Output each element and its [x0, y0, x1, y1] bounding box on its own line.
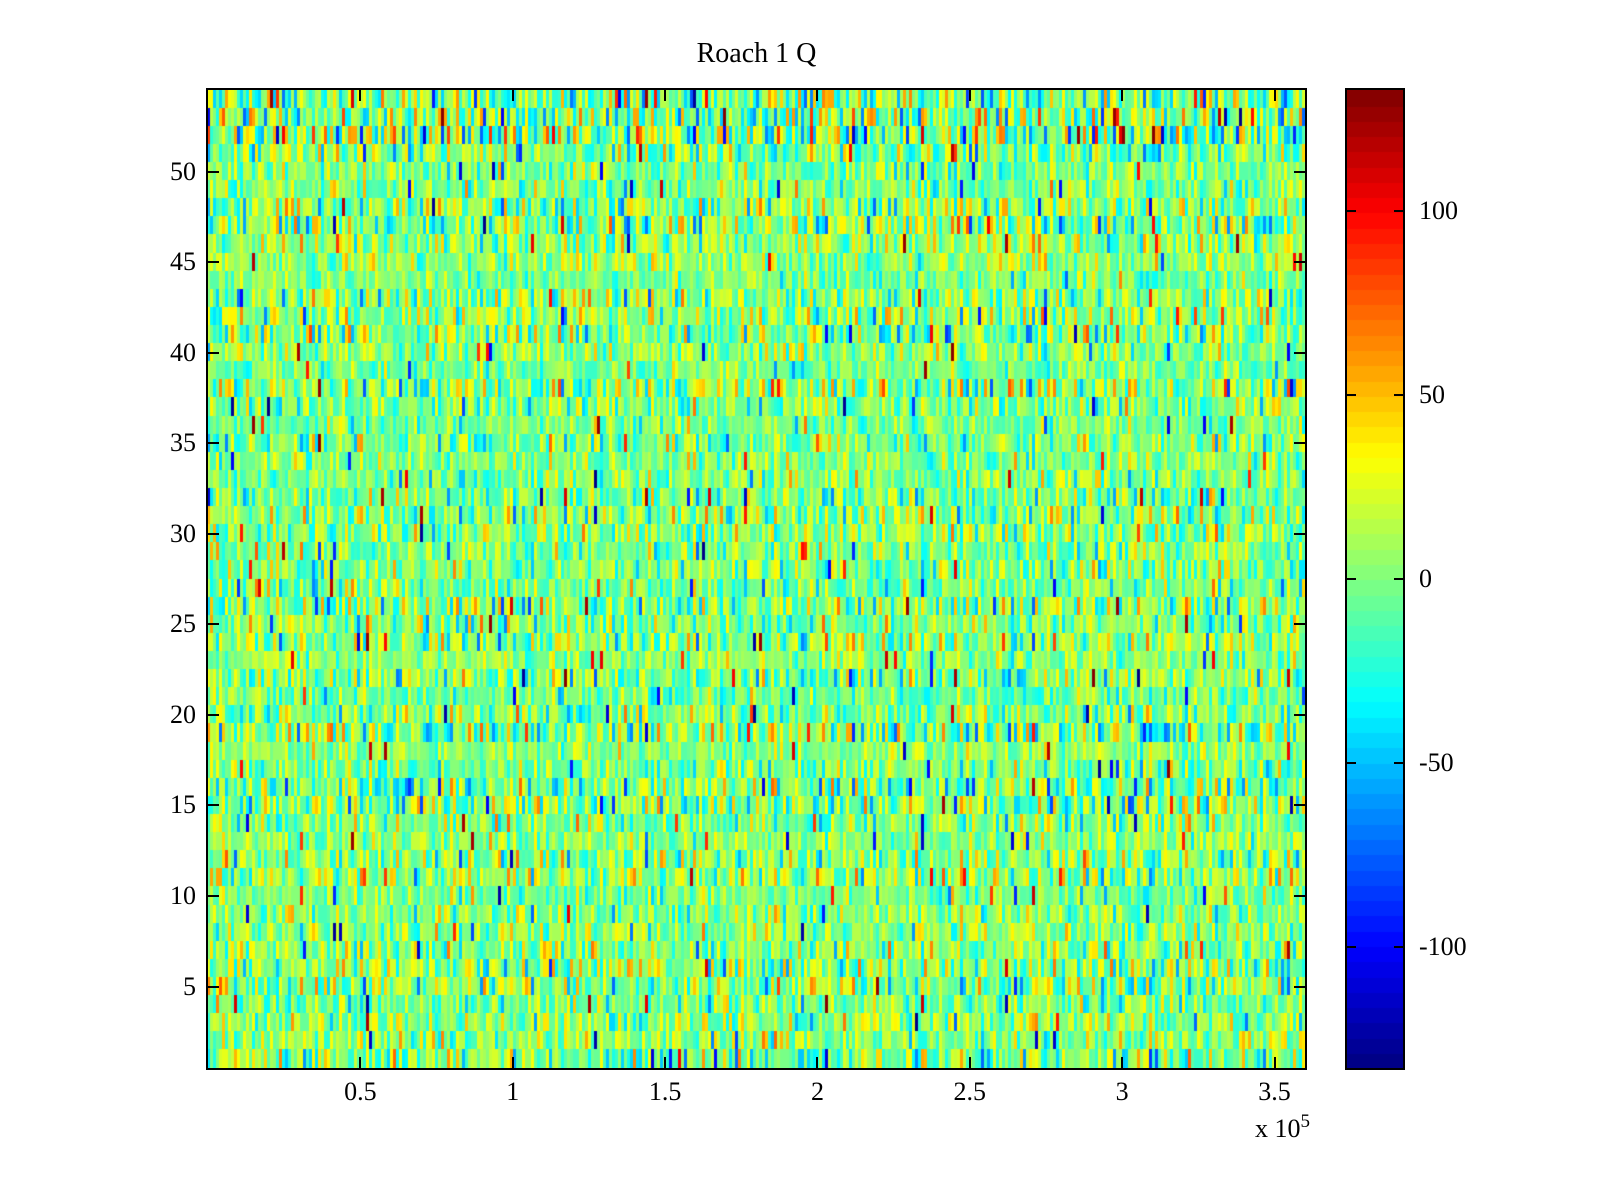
y-tick-label: 40	[170, 337, 196, 367]
colorbar-tick-label: 50	[1419, 380, 1445, 410]
y-tick-label: 15	[170, 790, 196, 820]
multiplier-base: x 10	[1255, 1114, 1301, 1143]
y-tick-label: 30	[170, 518, 196, 548]
y-tick-label: 25	[170, 609, 196, 639]
x-tick-label: 3.5	[1258, 1077, 1291, 1106]
heatmap-plot-area	[206, 88, 1307, 1070]
chart-title: Roach 1 Q	[696, 38, 817, 69]
x-tick-label: 1	[506, 1077, 520, 1106]
x-tick-label: 2	[810, 1077, 824, 1106]
colorbar-tick-label: 100	[1419, 196, 1458, 226]
colorbar-tick-label: 0	[1419, 564, 1432, 593]
multiplier-exponent: 5	[1300, 1111, 1311, 1132]
colorbar-tick-label: -100	[1419, 931, 1467, 961]
y-tick-label: 10	[170, 880, 196, 910]
y-tick-label: 45	[170, 247, 196, 277]
y-tick-label: 35	[170, 428, 196, 458]
colorbar-tick-label: -50	[1419, 747, 1454, 777]
y-tick-label: 5	[183, 971, 196, 1001]
x-tick-label: 0.5	[344, 1077, 377, 1106]
x-tick-label: 2.5	[953, 1077, 987, 1106]
y-tick-label: 20	[170, 699, 196, 729]
x-axis-multiplier-label: x 105	[1150, 1111, 1311, 1144]
colorbar	[1345, 88, 1405, 1070]
x-tick-label: 3	[1115, 1077, 1129, 1106]
y-tick-label: 50	[170, 156, 196, 186]
x-tick-label: 1.5	[648, 1077, 682, 1106]
